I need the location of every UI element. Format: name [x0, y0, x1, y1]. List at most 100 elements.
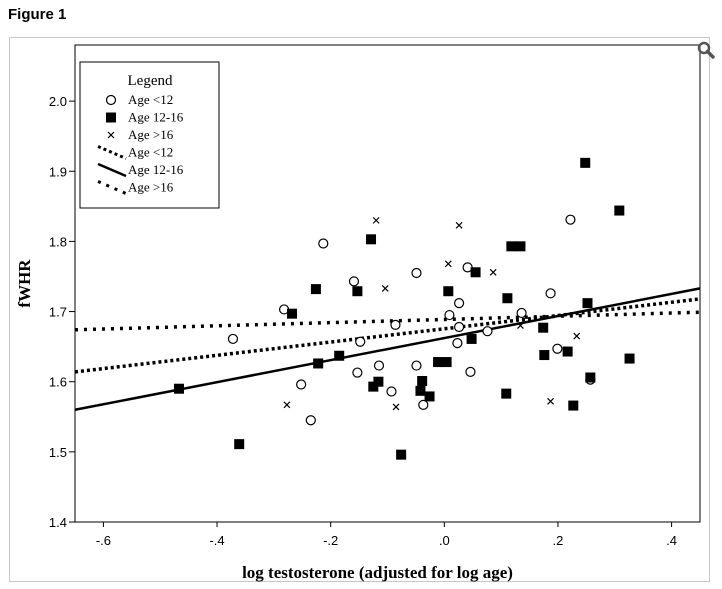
fit-line — [74, 297, 701, 374]
x-tick-label: -.6 — [96, 533, 111, 548]
data-point — [470, 267, 481, 278]
data-point — [552, 343, 563, 354]
data-point — [453, 321, 465, 333]
data-point — [283, 401, 291, 409]
legend-line — [97, 162, 127, 178]
data-point — [539, 350, 550, 361]
fit-line — [74, 310, 701, 332]
y-tick-label: 1.5 — [49, 445, 67, 460]
data-point — [348, 276, 360, 287]
data-point — [355, 336, 366, 347]
data-point — [568, 400, 579, 411]
data-point — [455, 221, 463, 229]
legend-label: Age 12-16 — [128, 162, 184, 177]
data-point — [565, 214, 576, 225]
y-tick-label: 1.8 — [49, 234, 67, 249]
data-point — [580, 157, 591, 168]
data-point — [453, 298, 465, 309]
data-point — [366, 234, 377, 245]
data-point — [372, 216, 380, 224]
data-point — [227, 333, 239, 345]
data-point — [506, 241, 517, 252]
legend-marker — [107, 131, 115, 139]
data-point — [305, 415, 316, 426]
data-point — [452, 338, 463, 349]
y-tick-label: 1.7 — [49, 305, 67, 320]
data-point — [443, 286, 454, 297]
data-point — [501, 388, 512, 399]
data-point — [287, 308, 298, 319]
data-point — [545, 288, 556, 299]
plot-area — [74, 44, 701, 523]
data-point — [418, 399, 429, 410]
magnifier-icon[interactable] — [697, 41, 715, 59]
data-point — [173, 383, 184, 394]
data-point — [390, 319, 401, 330]
data-point — [392, 403, 400, 411]
data-point — [310, 284, 321, 295]
data-point — [624, 353, 635, 364]
data-point — [502, 293, 513, 304]
y-tick-label: 1.4 — [49, 515, 67, 530]
data-point — [482, 326, 493, 337]
data-point — [441, 357, 452, 368]
data-point — [396, 449, 407, 460]
y-tick-label: 2.0 — [49, 94, 67, 109]
y-tick-label: 1.6 — [49, 375, 67, 390]
data-point — [381, 284, 389, 292]
data-point — [296, 379, 307, 390]
legend-label: Age <12 — [128, 92, 173, 107]
legend-label: Age >16 — [128, 180, 174, 195]
legend-marker — [105, 94, 117, 106]
data-point — [424, 391, 435, 402]
legend-line — [97, 145, 127, 160]
data-point — [489, 268, 497, 276]
data-point — [562, 346, 573, 357]
data-point — [234, 439, 245, 450]
data-point — [417, 376, 428, 387]
legend-title: Legend — [128, 73, 173, 89]
data-point — [444, 309, 455, 321]
data-point — [516, 307, 527, 319]
data-point — [318, 238, 329, 249]
legend-box — [79, 61, 220, 209]
x-tick-label: .4 — [666, 533, 677, 548]
legend-marker — [106, 112, 116, 123]
data-point — [515, 241, 526, 252]
y-axis-label: fWHR — [15, 259, 34, 308]
legend-label: Age <12 — [128, 145, 173, 160]
legend-label: Age 12-16 — [128, 110, 184, 125]
data-point — [373, 360, 385, 371]
data-point — [433, 357, 444, 368]
x-tick-label: -.2 — [323, 533, 338, 548]
data-point — [334, 350, 345, 361]
figure-title: Figure 1 — [8, 6, 67, 23]
data-point — [313, 358, 324, 369]
data-point — [466, 333, 477, 344]
data-point — [411, 360, 422, 371]
data-point — [444, 260, 452, 268]
y-tick-label: 1.9 — [49, 164, 67, 179]
x-tick-label: .0 — [439, 533, 450, 548]
data-point — [352, 286, 363, 297]
data-point — [517, 322, 524, 330]
data-point — [547, 397, 554, 405]
data-point — [373, 376, 384, 387]
data-point — [352, 367, 363, 378]
data-point — [573, 332, 581, 340]
data-point — [614, 205, 625, 216]
data-point — [585, 372, 596, 383]
figure-frame — [9, 37, 710, 582]
x-tick-label: -.4 — [209, 533, 224, 548]
x-axis-label: log testosterone (adjusted for log age) — [242, 563, 513, 582]
x-tick-label: .2 — [553, 533, 564, 548]
legend-label: Age >16 — [128, 127, 174, 142]
data-point — [368, 381, 379, 392]
data-point — [465, 366, 476, 377]
data-point — [582, 298, 593, 309]
data-point — [538, 322, 549, 333]
data-point — [415, 385, 426, 396]
data-point — [411, 267, 422, 279]
data-point — [386, 386, 397, 397]
